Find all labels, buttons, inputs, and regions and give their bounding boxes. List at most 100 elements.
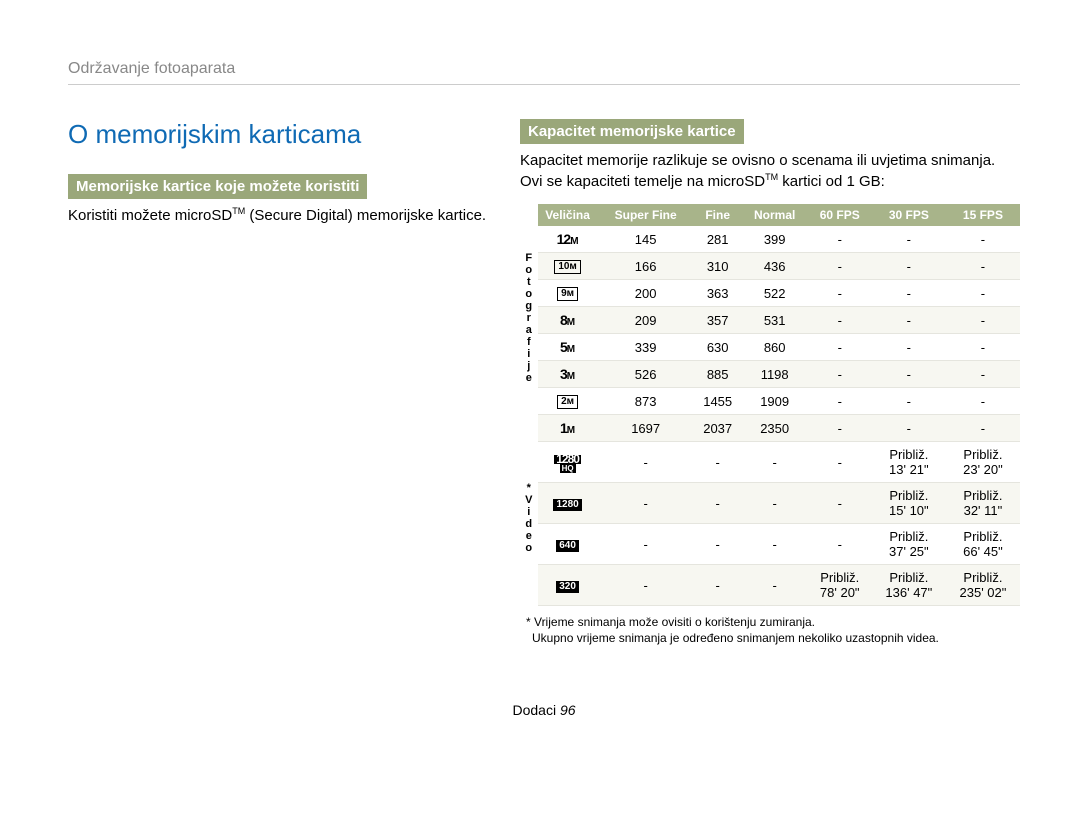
value-cell: 166 (598, 253, 694, 280)
value-cell: 630 (694, 334, 742, 361)
value-cell: - (808, 442, 872, 483)
value-cell: - (946, 307, 1020, 334)
value-cell: - (872, 415, 946, 442)
table-row: 1280HQ----Približ.13' 21"Približ.23' 20" (538, 442, 1020, 483)
value-cell: - (946, 388, 1020, 415)
value-cell: - (808, 280, 872, 307)
table-row: 12M145281399--- (538, 226, 1020, 253)
value-cell: 1198 (742, 361, 808, 388)
value-cell: - (808, 253, 872, 280)
table-row: 8M209357531--- (538, 307, 1020, 334)
size-cell: 3M (538, 361, 598, 388)
table-row: 1M169720372350--- (538, 415, 1020, 442)
page-title: O memorijskim karticama (68, 119, 488, 150)
footnote-2: Ukupno vrijeme snimanja je određeno snim… (520, 630, 1020, 646)
table-header: Veličina (538, 204, 598, 226)
table-row: 10ᴍ166310436--- (538, 253, 1020, 280)
size-cell: 1280 (538, 483, 598, 524)
right-body-after: kartici od 1 GB: (778, 173, 885, 190)
size-cell: 2ᴍ (538, 388, 598, 415)
table-row: 9ᴍ200363522--- (538, 280, 1020, 307)
size-cell: 12M (538, 226, 598, 253)
value-cell: - (946, 226, 1020, 253)
value-cell: - (742, 524, 808, 565)
footnote-1: * Vrijeme snimanja može ovisiti o korišt… (520, 614, 1020, 630)
left-body: Koristiti možete microSDTM (Secure Digit… (68, 205, 488, 226)
size-cell: 320 (538, 565, 598, 606)
value-cell: Približ.136' 47" (872, 565, 946, 606)
size-cell: 10ᴍ (538, 253, 598, 280)
value-cell: 860 (742, 334, 808, 361)
value-cell: 2350 (742, 415, 808, 442)
value-cell: Približ.78' 20" (808, 565, 872, 606)
breadcrumb: Održavanje fotoaparata (68, 60, 1020, 85)
table-header: Normal (742, 204, 808, 226)
value-cell: 436 (742, 253, 808, 280)
size-cell: 1M (538, 415, 598, 442)
value-cell: - (946, 334, 1020, 361)
left-column: O memorijskim karticama Memorijske karti… (68, 119, 488, 646)
value-cell: - (598, 442, 694, 483)
table-row: 640----Približ.37' 25"Približ.66' 45" (538, 524, 1020, 565)
value-cell: - (872, 361, 946, 388)
value-cell: 885 (694, 361, 742, 388)
value-cell: - (808, 334, 872, 361)
value-cell: - (742, 483, 808, 524)
value-cell: - (694, 524, 742, 565)
value-cell: 1909 (742, 388, 808, 415)
page-footer: Dodaci 96 (68, 702, 1020, 718)
value-cell: - (946, 280, 1020, 307)
size-cell: 8M (538, 307, 598, 334)
value-cell: - (808, 483, 872, 524)
value-cell: 200 (598, 280, 694, 307)
value-cell: 531 (742, 307, 808, 334)
value-cell: - (808, 388, 872, 415)
value-cell: - (872, 226, 946, 253)
trademark-icon: TM (232, 206, 245, 216)
value-cell: 873 (598, 388, 694, 415)
table-row: 3M5268851198--- (538, 361, 1020, 388)
value-cell: Približ.15' 10" (872, 483, 946, 524)
value-cell: - (694, 565, 742, 606)
value-cell: Približ.37' 25" (872, 524, 946, 565)
size-cell: 5M (538, 334, 598, 361)
value-cell: Približ.66' 45" (946, 524, 1020, 565)
value-cell: - (598, 524, 694, 565)
value-cell: - (808, 307, 872, 334)
table-header: Super Fine (598, 204, 694, 226)
value-cell: - (742, 565, 808, 606)
value-cell: - (872, 307, 946, 334)
value-cell: 399 (742, 226, 808, 253)
value-cell: - (808, 226, 872, 253)
value-cell: 145 (598, 226, 694, 253)
capacity-table: VeličinaSuper FineFineNormal60 FPS30 FPS… (538, 204, 1020, 606)
value-cell: 281 (694, 226, 742, 253)
value-cell: - (872, 280, 946, 307)
value-cell: 2037 (694, 415, 742, 442)
table-header: 30 FPS (872, 204, 946, 226)
value-cell: - (872, 388, 946, 415)
table-header: Fine (694, 204, 742, 226)
value-cell: 310 (694, 253, 742, 280)
right-body: Kapacitet memorije razlikuje se ovisno o… (520, 150, 1020, 192)
footer-label: Dodaci (512, 702, 556, 718)
value-cell: 357 (694, 307, 742, 334)
right-column: Kapacitet memorijske kartice Kapacitet m… (520, 119, 1020, 646)
left-body-after: (Secure Digital) memorijske kartice. (245, 207, 486, 224)
table-row: 320---Približ.78' 20"Približ.136' 47"Pri… (538, 565, 1020, 606)
size-cell: 640 (538, 524, 598, 565)
value-cell: - (742, 442, 808, 483)
value-cell: - (872, 253, 946, 280)
value-cell: Približ.235' 02" (946, 565, 1020, 606)
size-cell: 1280HQ (538, 442, 598, 483)
value-cell: - (946, 415, 1020, 442)
value-cell: - (946, 253, 1020, 280)
left-body-before: Koristiti možete microSD (68, 207, 232, 224)
value-cell: - (808, 415, 872, 442)
value-cell: 1455 (694, 388, 742, 415)
value-cell: - (598, 565, 694, 606)
table-header: 15 FPS (946, 204, 1020, 226)
table-header: 60 FPS (808, 204, 872, 226)
value-cell: - (694, 442, 742, 483)
value-cell: 1697 (598, 415, 694, 442)
